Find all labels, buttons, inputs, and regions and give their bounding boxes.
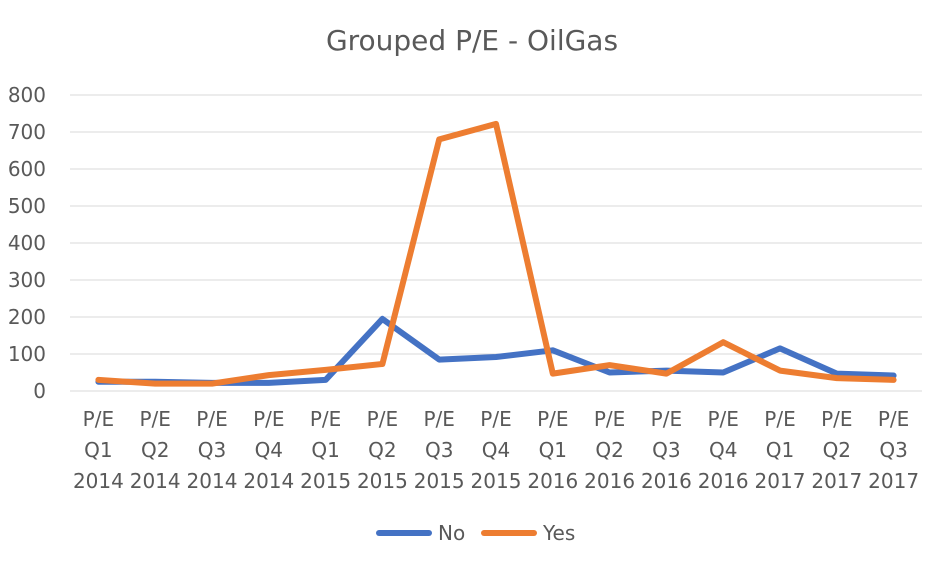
x-tick-label: 2017 — [811, 469, 862, 493]
chart-title: Grouped P/E - OilGas — [326, 24, 618, 57]
x-tick-label: P/E — [310, 407, 341, 431]
x-tick-label: P/E — [707, 407, 738, 431]
x-tick-label: P/E — [651, 407, 682, 431]
x-tick-label: 2016 — [698, 469, 749, 493]
y-tick-label: 0 — [33, 379, 46, 403]
x-tick-label: 2016 — [641, 469, 692, 493]
x-tick-label: P/E — [367, 407, 398, 431]
x-tick-label: P/E — [878, 407, 909, 431]
x-tick-label: P/E — [764, 407, 795, 431]
x-tick-label: P/E — [83, 407, 114, 431]
y-tick-label: 200 — [8, 305, 46, 329]
legend-label-no: No — [438, 521, 465, 545]
x-tick-label: Q2 — [823, 438, 851, 462]
x-tick-label: 2015 — [414, 469, 465, 493]
x-tick-label: Q4 — [709, 438, 737, 462]
x-tick-label: 2014 — [73, 469, 124, 493]
x-tick-label: Q3 — [425, 438, 453, 462]
x-tick-label: 2015 — [357, 469, 408, 493]
x-tick-label: Q2 — [141, 438, 169, 462]
x-tick-label: 2015 — [471, 469, 522, 493]
x-axis-tick-labels: P/E Q1 2014 P/E Q2 2014 P/E Q3 2014 P/E Q4 2014 P/E Q… — [73, 407, 919, 493]
x-tick-label: P/E — [594, 407, 625, 431]
x-tick-label: P/E — [821, 407, 852, 431]
x-tick-label: P/E — [196, 407, 227, 431]
x-tick-label: Q1 — [539, 438, 567, 462]
y-tick-label: 700 — [8, 120, 46, 144]
series-lines — [95, 120, 897, 387]
x-tick-label: Q3 — [879, 438, 907, 462]
x-tick-label: P/E — [480, 407, 511, 431]
x-tick-label: 2015 — [300, 469, 351, 493]
series-line-yes — [95, 120, 897, 387]
x-tick-label: Q2 — [595, 438, 623, 462]
y-tick-label: 500 — [8, 194, 46, 218]
y-tick-label: 400 — [8, 231, 46, 255]
y-tick-label: 800 — [8, 83, 46, 107]
x-tick-label: Q1 — [311, 438, 339, 462]
x-tick-label: P/E — [423, 407, 454, 431]
x-tick-label: 2014 — [187, 469, 238, 493]
x-tick-label: 2016 — [527, 469, 578, 493]
y-axis-tick-labels: 0 100 200 300 400 500 600 700 800 — [8, 83, 46, 403]
x-tick-label: 2017 — [755, 469, 806, 493]
x-tick-label: Q4 — [482, 438, 510, 462]
y-tick-label: 100 — [8, 342, 46, 366]
x-tick-label: Q1 — [766, 438, 794, 462]
x-tick-label: P/E — [537, 407, 568, 431]
x-tick-label: Q2 — [368, 438, 396, 462]
y-tick-label: 300 — [8, 268, 46, 292]
x-tick-label: P/E — [253, 407, 284, 431]
series-line-no — [95, 315, 897, 386]
grid-lines — [70, 94, 922, 392]
x-tick-label: 2014 — [243, 469, 294, 493]
x-tick-label: 2014 — [130, 469, 181, 493]
y-tick-label: 600 — [8, 157, 46, 181]
x-tick-label: 2017 — [868, 469, 919, 493]
x-tick-label: Q3 — [652, 438, 680, 462]
x-tick-label: 2016 — [584, 469, 635, 493]
legend-label-yes: Yes — [542, 521, 575, 545]
x-tick-label: Q1 — [84, 438, 112, 462]
x-tick-label: Q4 — [255, 438, 283, 462]
legend: No Yes — [376, 521, 575, 545]
x-tick-label: P/E — [139, 407, 170, 431]
x-tick-label: Q3 — [198, 438, 226, 462]
